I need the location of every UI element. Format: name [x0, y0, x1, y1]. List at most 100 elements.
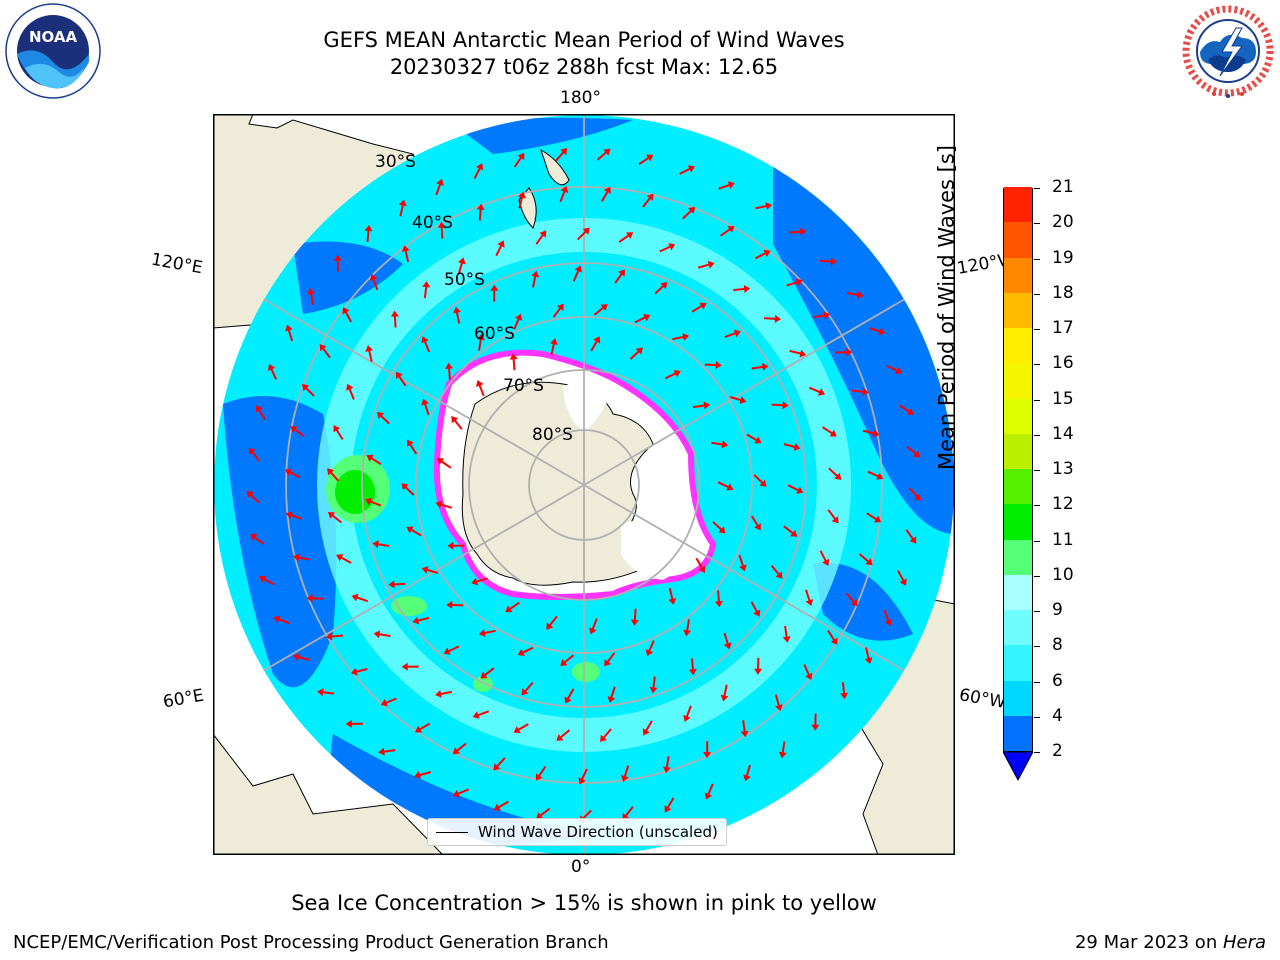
wind-wave-arrow-head — [618, 269, 625, 277]
wind-wave-arrow — [482, 629, 496, 635]
lat-label-50s: 50°S — [444, 270, 485, 290]
wind-wave-arrow — [803, 664, 811, 677]
wind-wave-arrow — [746, 433, 759, 442]
wind-wave-arrow — [446, 645, 460, 653]
wind-wave-arrow — [865, 647, 870, 661]
ocean-patch-green-3 — [391, 596, 427, 616]
wind-wave-arrow-head — [840, 692, 849, 700]
wind-wave-arrow-head — [703, 752, 712, 759]
wind-wave-arrow — [416, 616, 430, 622]
wind-wave-arrow-head — [718, 526, 726, 534]
wind-wave-arrow-head — [704, 792, 713, 800]
wind-wave-arrow — [512, 357, 516, 371]
wind-wave-arrow — [355, 596, 369, 603]
wind-wave-arrow-head — [535, 773, 543, 781]
wind-wave-arrow-head — [326, 632, 333, 641]
wind-wave-arrow — [336, 258, 340, 272]
wind-wave-arrow-head — [248, 447, 256, 455]
wind-wave-arrow-head — [476, 380, 484, 387]
wind-wave-arrow — [668, 587, 674, 602]
wind-wave-arrow — [786, 280, 800, 287]
wind-wave-arrow-head — [372, 540, 379, 549]
wind-wave-arrow-head — [436, 458, 445, 465]
wind-wave-arrow-head — [727, 181, 735, 189]
wind-wave-arrow — [623, 765, 630, 779]
wind-wave-arrow-head — [649, 687, 658, 694]
colorbar-segment — [1004, 292, 1032, 328]
wind-wave-arrow-head — [290, 426, 298, 433]
wind-wave-arrow — [478, 207, 482, 221]
colorbar-tick-label: 6 — [1052, 670, 1063, 691]
colorbar-tick — [1034, 258, 1040, 260]
wind-wave-arrow-head — [754, 436, 762, 444]
wind-wave-arrow — [523, 681, 534, 694]
wind-wave-arrow — [366, 228, 370, 242]
wind-wave-arrow — [867, 470, 881, 478]
wind-wave-arrow-head — [876, 472, 884, 480]
wind-wave-arrow — [330, 513, 343, 524]
wind-wave-arrow — [642, 196, 652, 208]
wind-wave-arrow-head — [578, 777, 586, 785]
wind-wave-arrow — [296, 556, 310, 561]
wind-wave-arrow — [666, 797, 675, 810]
wind-wave-arrow — [269, 367, 278, 380]
wind-wave-arrow — [476, 710, 490, 717]
wind-wave-arrow-head — [739, 396, 747, 404]
wind-wave-arrow — [252, 535, 265, 545]
wind-wave-arrow — [559, 189, 567, 203]
wind-wave-arrow — [423, 284, 428, 299]
wind-wave-arrow-head — [834, 472, 842, 480]
wind-wave-arrow-head — [754, 668, 763, 675]
wind-wave-arrow-head — [895, 366, 903, 375]
colorbar-tick-label: 19 — [1052, 247, 1074, 268]
colorbar-segment — [1004, 503, 1032, 540]
wind-wave-arrow — [733, 287, 747, 292]
wind-wave-arrow-head — [688, 206, 696, 214]
wind-wave-arrow-head — [743, 285, 751, 293]
wind-wave-arrow — [417, 771, 431, 777]
colorbar-tick — [1034, 434, 1040, 436]
wind-wave-arrow-head — [302, 384, 310, 392]
wind-wave-arrow — [717, 590, 721, 604]
wind-wave-arrow-head — [293, 553, 300, 562]
wind-wave-arrow — [745, 764, 751, 778]
wind-wave-arrow-head — [850, 599, 858, 607]
wind-wave-arrow — [897, 570, 906, 583]
wind-wave-arrow — [379, 413, 390, 425]
ocean-zone-indian-west — [223, 396, 337, 688]
wind-wave-arrow-head — [514, 313, 523, 321]
wind-wave-arrow — [753, 474, 765, 485]
wind-wave-arrow — [558, 729, 571, 740]
wind-wave-arrow — [685, 619, 690, 633]
wind-wave-arrow-head — [490, 284, 499, 291]
wind-wave-arrow — [883, 609, 891, 623]
wind-wave-arrow-head — [391, 310, 399, 317]
wind-wave-arrow — [339, 555, 352, 564]
wind-wave-arrow-head — [307, 288, 315, 295]
colorbar — [1003, 186, 1033, 752]
wind-wave-arrow-head — [862, 387, 869, 396]
ross-ice-shelf — [563, 381, 613, 432]
wind-wave-arrow-head — [913, 450, 921, 458]
wind-wave-arrow-head — [377, 411, 385, 419]
wind-wave-arrow — [771, 403, 785, 407]
wind-wave-arrow-head — [909, 536, 917, 544]
wind-wave-arrow-head — [782, 636, 791, 643]
wind-wave-arrow-head — [906, 408, 914, 415]
wind-wave-arrow — [409, 528, 422, 537]
wind-wave-arrow — [601, 728, 612, 740]
chart-title: GEFS MEAN Antarctic Mean Period of Wind … — [323, 28, 845, 52]
wind-wave-arrow-head — [739, 564, 747, 572]
wind-wave-arrow-head — [727, 226, 735, 233]
lon-label-0: 0° — [571, 857, 591, 877]
wind-wave-arrow — [695, 557, 704, 570]
lat-label-80s: 80°S — [532, 425, 573, 445]
wind-wave-arrow-head — [406, 526, 414, 534]
wind-wave-arrow — [751, 365, 765, 370]
wind-wave-arrow-head — [364, 225, 373, 232]
wind-wave-arrow-head — [830, 257, 837, 266]
wind-wave-arrow-head — [267, 363, 276, 371]
wind-wave-arrow — [262, 577, 275, 586]
wind-wave-arrow — [618, 233, 631, 243]
wind-wave-arrow — [368, 499, 382, 507]
